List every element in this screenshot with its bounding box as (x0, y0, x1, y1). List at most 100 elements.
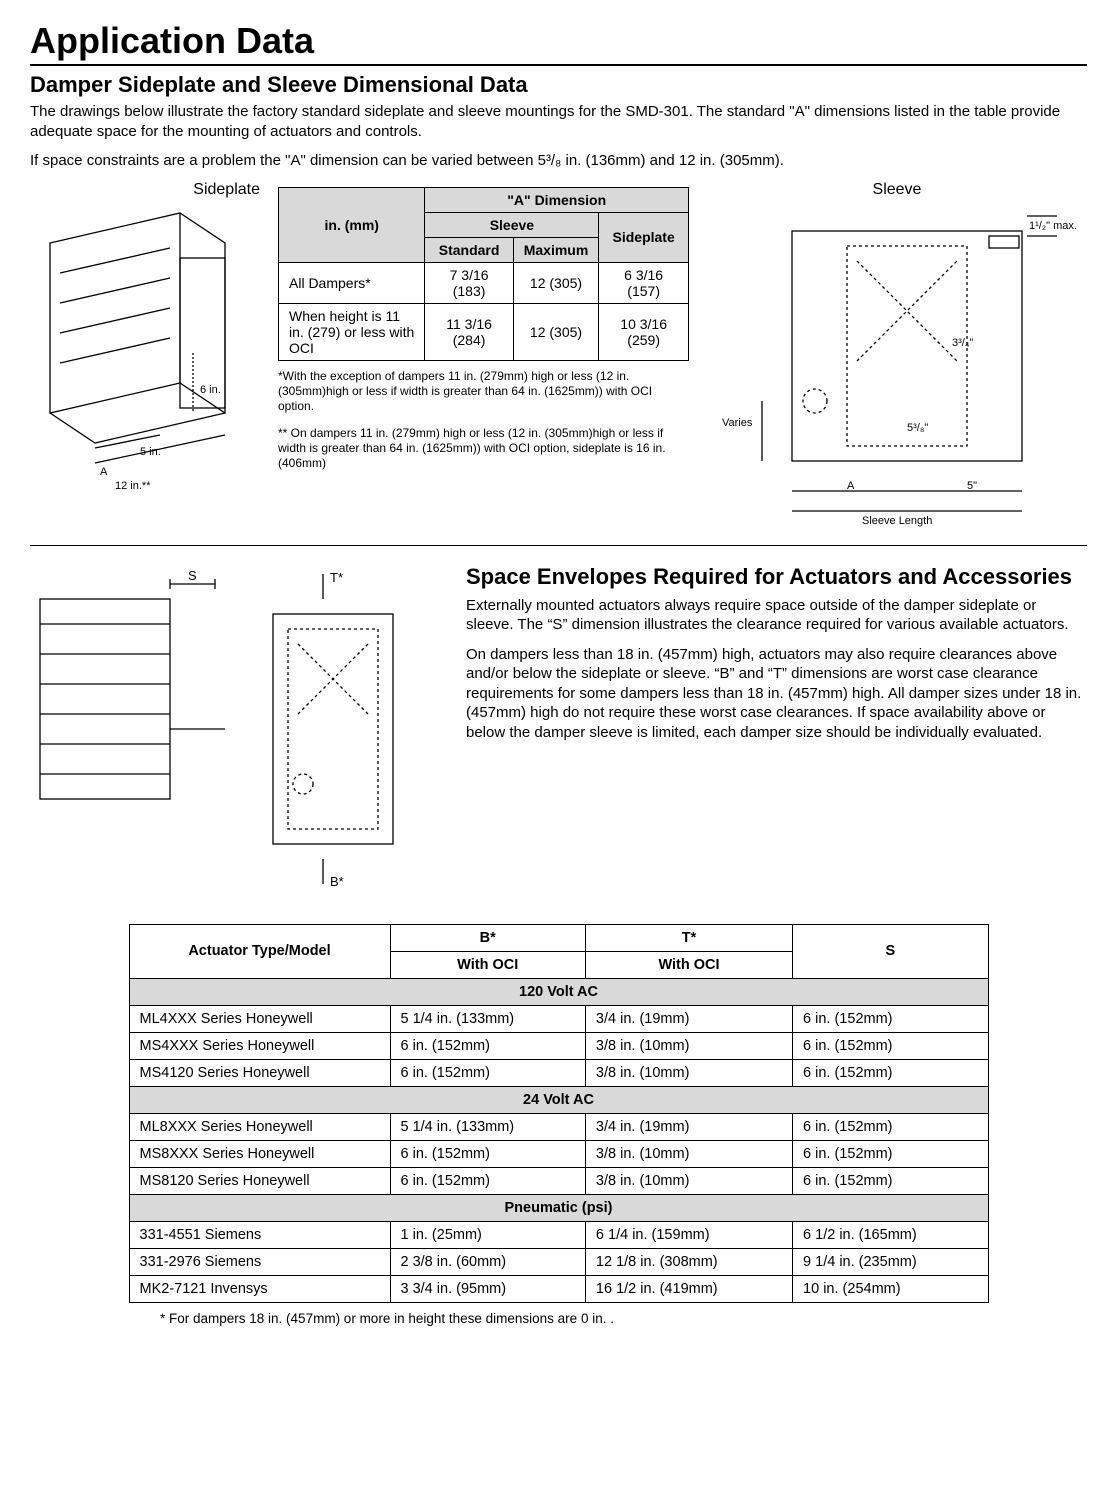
sideplate-diagram: 6 in. 5 in. A 12 in.** (30, 203, 260, 503)
table-row: When height is 11 in. (279) or less with… (279, 303, 689, 360)
a-dimension-table: in. (mm) "A" Dimension Sleeve Sideplate … (278, 187, 689, 361)
cell: 3 3/4 in. (95mm) (390, 1275, 585, 1302)
col-maximum: Maximum (513, 237, 599, 262)
cell: MS8XXX Series Honeywell (129, 1140, 390, 1167)
space-paragraph-2: On dampers less than 18 in. (457mm) high… (466, 645, 1087, 743)
cell: 2 3/8 in. (60mm) (390, 1248, 585, 1275)
cell: 6 in. (152mm) (793, 1167, 988, 1194)
col-t: T* (585, 924, 792, 951)
cell: 3/4 in. (19mm) (585, 1005, 792, 1032)
space-envelope-text: Space Envelopes Required for Actuators a… (466, 564, 1087, 753)
cell: 12 1/8 in. (308mm) (585, 1248, 792, 1275)
cell: ML4XXX Series Honeywell (129, 1005, 390, 1032)
group-title: 120 Volt AC (129, 978, 988, 1005)
table-row: MS4XXX Series Honeywell6 in. (152mm)3/8 … (129, 1032, 988, 1059)
table-row: MS4120 Series Honeywell6 in. (152mm)3/8 … (129, 1059, 988, 1086)
table-row: ML8XXX Series Honeywell5 1/4 in. (133mm)… (129, 1113, 988, 1140)
cell: 6 3/16 (157) (599, 262, 689, 303)
s-diagram-box: S (30, 564, 230, 824)
col-s: S (793, 924, 988, 978)
intro-paragraph-2: If space constraints are a problem the "… (30, 151, 1087, 171)
row-dimensional: Sideplate 6 in. 5 in. (30, 181, 1087, 531)
dim-5: 5" (967, 480, 977, 492)
table-row: 331-2976 Siemens2 3/8 in. (60mm)12 1/8 i… (129, 1248, 988, 1275)
dim-5in: 5 in. (140, 446, 161, 458)
cell: 7 3/16 (183) (425, 262, 513, 303)
cell: 6 in. (152mm) (390, 1140, 585, 1167)
dim-1-1-2: 1¹/₂" max. (1029, 220, 1077, 232)
a-dimension-block: in. (mm) "A" Dimension Sleeve Sideplate … (278, 181, 689, 483)
cell: 6 in. (152mm) (793, 1059, 988, 1086)
cell: 331-4551 Siemens (129, 1221, 390, 1248)
cell: 331-2976 Siemens (129, 1248, 390, 1275)
cell: 6 in. (152mm) (390, 1032, 585, 1059)
cell: 1 in. (25mm) (390, 1221, 585, 1248)
cell: 5 1/4 in. (133mm) (390, 1113, 585, 1140)
dim-6in: 6 in. (200, 384, 221, 396)
cell: MS8120 Series Honeywell (129, 1167, 390, 1194)
row-label: When height is 11 in. (279) or less with… (279, 303, 425, 360)
intro-paragraph-1: The drawings below illustrate the factor… (30, 102, 1087, 141)
table-row: MS8XXX Series Honeywell6 in. (152mm)3/8 … (129, 1140, 988, 1167)
cell: MS4XXX Series Honeywell (129, 1032, 390, 1059)
sleeve-diagram: 1¹/₂" max. 3³/₄" 5³/₈" Varies A 5" Sleev… (707, 201, 1087, 531)
dim-3-3-4: 3³/₄" (952, 337, 973, 349)
col-b-oci: With OCI (390, 951, 585, 978)
table-row: MS8120 Series Honeywell6 in. (152mm)3/8 … (129, 1167, 988, 1194)
dim-varies: Varies (722, 417, 753, 429)
cell: ML8XXX Series Honeywell (129, 1113, 390, 1140)
cell: 11 3/16 (284) (425, 303, 513, 360)
space-envelope-title: Space Envelopes Required for Actuators a… (466, 564, 1087, 590)
sleeve-label: Sleeve (707, 181, 1087, 199)
s-diagram: S (30, 564, 230, 824)
row-space-envelope: S T* B* Space Envelopes Required f (30, 564, 1087, 904)
cell: 12 (305) (513, 303, 599, 360)
col-actuator: Actuator Type/Model (129, 924, 390, 978)
cell: 16 1/2 in. (419mm) (585, 1275, 792, 1302)
group-row: Pneumatic (psi) (129, 1194, 988, 1221)
cell: 6 in. (152mm) (793, 1032, 988, 1059)
group-title: 24 Volt AC (129, 1086, 988, 1113)
sideplate-label: Sideplate (30, 181, 260, 199)
cell: 6 in. (152mm) (390, 1167, 585, 1194)
col-standard: Standard (425, 237, 513, 262)
cell: MK2-7121 Invensys (129, 1275, 390, 1302)
cell: 3/8 in. (10mm) (585, 1140, 792, 1167)
row-label: All Dampers* (279, 262, 425, 303)
dim-t: T* (330, 570, 343, 585)
cell: 10 in. (254mm) (793, 1275, 988, 1302)
dim-5-3-8: 5³/₈" (907, 422, 928, 434)
col-a-dimension: "A" Dimension (425, 187, 689, 212)
col-unit: in. (mm) (279, 187, 425, 262)
section1-title: Damper Sideplate and Sleeve Dimensional … (30, 72, 1087, 98)
cell: 6 1/4 in. (159mm) (585, 1221, 792, 1248)
dim-a: A (100, 466, 108, 478)
table-row: MK2-7121 Invensys3 3/4 in. (95mm)16 1/2 … (129, 1275, 988, 1302)
cell: 12 (305) (513, 262, 599, 303)
cell: 6 1/2 in. (165mm) (793, 1221, 988, 1248)
cell: 6 in. (152mm) (793, 1140, 988, 1167)
page-title: Application Data (30, 20, 1087, 66)
dim-12in: 12 in.** (115, 480, 151, 492)
dim-sleeve-length: Sleeve Length (862, 515, 932, 527)
space-paragraph-1: Externally mounted actuators always requ… (466, 596, 1087, 635)
tb-diagram: T* B* (248, 564, 448, 904)
cell: 6 in. (152mm) (390, 1059, 585, 1086)
cell: 6 in. (152mm) (793, 1005, 988, 1032)
cell: 3/8 in. (10mm) (585, 1032, 792, 1059)
col-sideplate: Sideplate (599, 212, 689, 262)
group-title: Pneumatic (psi) (129, 1194, 988, 1221)
cell: 6 in. (152mm) (793, 1113, 988, 1140)
cell: 3/4 in. (19mm) (585, 1113, 792, 1140)
group-row: 24 Volt AC (129, 1086, 988, 1113)
table-row: All Dampers* 7 3/16 (183) 12 (305) 6 3/1… (279, 262, 689, 303)
tb-diagram-box: T* B* (248, 564, 448, 904)
footnote-2: ** On dampers 11 in. (279mm) high or les… (278, 426, 689, 471)
footnote-1: *With the exception of dampers 11 in. (2… (278, 369, 689, 414)
col-b: B* (390, 924, 585, 951)
cell: MS4120 Series Honeywell (129, 1059, 390, 1086)
table-row: ML4XXX Series Honeywell5 1/4 in. (133mm)… (129, 1005, 988, 1032)
cell: 3/8 in. (10mm) (585, 1059, 792, 1086)
table-row: 331-4551 Siemens1 in. (25mm)6 1/4 in. (1… (129, 1221, 988, 1248)
sleeve-diagram-box: Sleeve (707, 181, 1087, 531)
